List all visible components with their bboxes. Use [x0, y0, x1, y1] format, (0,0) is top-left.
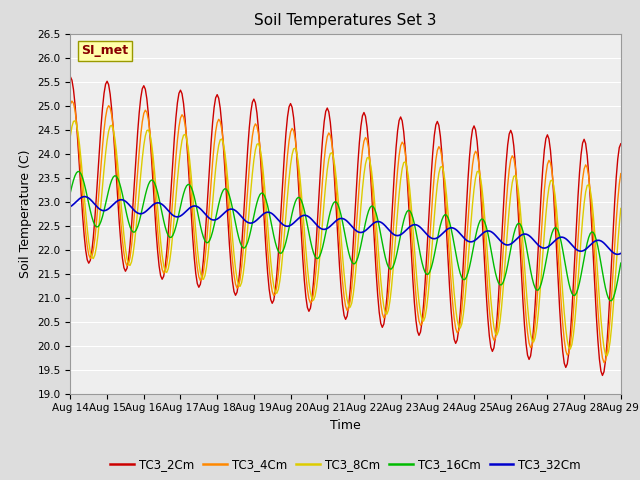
TC3_16Cm	[617, 260, 625, 266]
TC3_4Cm	[400, 142, 408, 147]
TC3_8Cm	[83, 226, 91, 231]
TC3_8Cm	[71, 118, 79, 124]
TC3_8Cm	[67, 133, 74, 139]
TC3_4Cm	[551, 203, 559, 209]
TC3_16Cm	[400, 218, 408, 224]
TC3_16Cm	[67, 190, 74, 195]
Y-axis label: Soil Temperature (C): Soil Temperature (C)	[19, 149, 32, 278]
TC3_32Cm	[80, 194, 88, 200]
TC3_16Cm	[74, 168, 82, 174]
TC3_32Cm	[614, 252, 621, 257]
TC3_8Cm	[400, 160, 408, 166]
TC3_32Cm	[67, 204, 74, 209]
TC3_32Cm	[83, 194, 91, 200]
TC3_32Cm	[400, 229, 408, 235]
TC3_32Cm	[170, 213, 178, 219]
TC3_4Cm	[617, 171, 625, 177]
TC3_4Cm	[412, 293, 420, 299]
TC3_32Cm	[381, 223, 389, 229]
TC3_4Cm	[83, 243, 91, 249]
TC3_8Cm	[603, 353, 611, 359]
Line: TC3_2Cm: TC3_2Cm	[70, 77, 621, 375]
TC3_16Cm	[170, 229, 178, 235]
TC3_8Cm	[551, 192, 559, 198]
Line: TC3_8Cm: TC3_8Cm	[70, 121, 621, 356]
TC3_2Cm	[550, 190, 557, 196]
TC3_4Cm	[600, 360, 608, 365]
TC3_2Cm	[67, 74, 74, 80]
Line: TC3_16Cm: TC3_16Cm	[70, 171, 621, 301]
TC3_16Cm	[381, 255, 389, 261]
TC3_8Cm	[617, 205, 625, 211]
TC3_2Cm	[410, 300, 418, 306]
TC3_4Cm	[68, 98, 76, 104]
X-axis label: Time: Time	[330, 419, 361, 432]
TC3_16Cm	[606, 298, 614, 304]
TC3_8Cm	[412, 265, 420, 271]
TC3_8Cm	[381, 310, 389, 316]
TC3_16Cm	[551, 225, 559, 230]
TC3_4Cm	[67, 101, 74, 107]
TC3_16Cm	[83, 194, 91, 200]
Legend: TC3_2Cm, TC3_4Cm, TC3_8Cm, TC3_16Cm, TC3_32Cm: TC3_2Cm, TC3_4Cm, TC3_8Cm, TC3_16Cm, TC3…	[106, 454, 586, 476]
TC3_4Cm	[381, 313, 389, 319]
TC3_2Cm	[169, 157, 177, 163]
Text: SI_met: SI_met	[81, 44, 129, 58]
TC3_4Cm	[170, 174, 178, 180]
TC3_32Cm	[617, 251, 625, 256]
Title: Soil Temperatures Set 3: Soil Temperatures Set 3	[254, 13, 437, 28]
TC3_2Cm	[82, 247, 90, 253]
TC3_2Cm	[380, 321, 388, 327]
Line: TC3_4Cm: TC3_4Cm	[70, 101, 621, 362]
TC3_2Cm	[398, 118, 406, 124]
TC3_2Cm	[617, 141, 625, 147]
TC3_2Cm	[598, 372, 606, 378]
Line: TC3_32Cm: TC3_32Cm	[70, 197, 621, 254]
TC3_8Cm	[170, 213, 178, 219]
TC3_32Cm	[551, 238, 559, 243]
TC3_16Cm	[412, 228, 420, 234]
TC3_32Cm	[412, 222, 420, 228]
